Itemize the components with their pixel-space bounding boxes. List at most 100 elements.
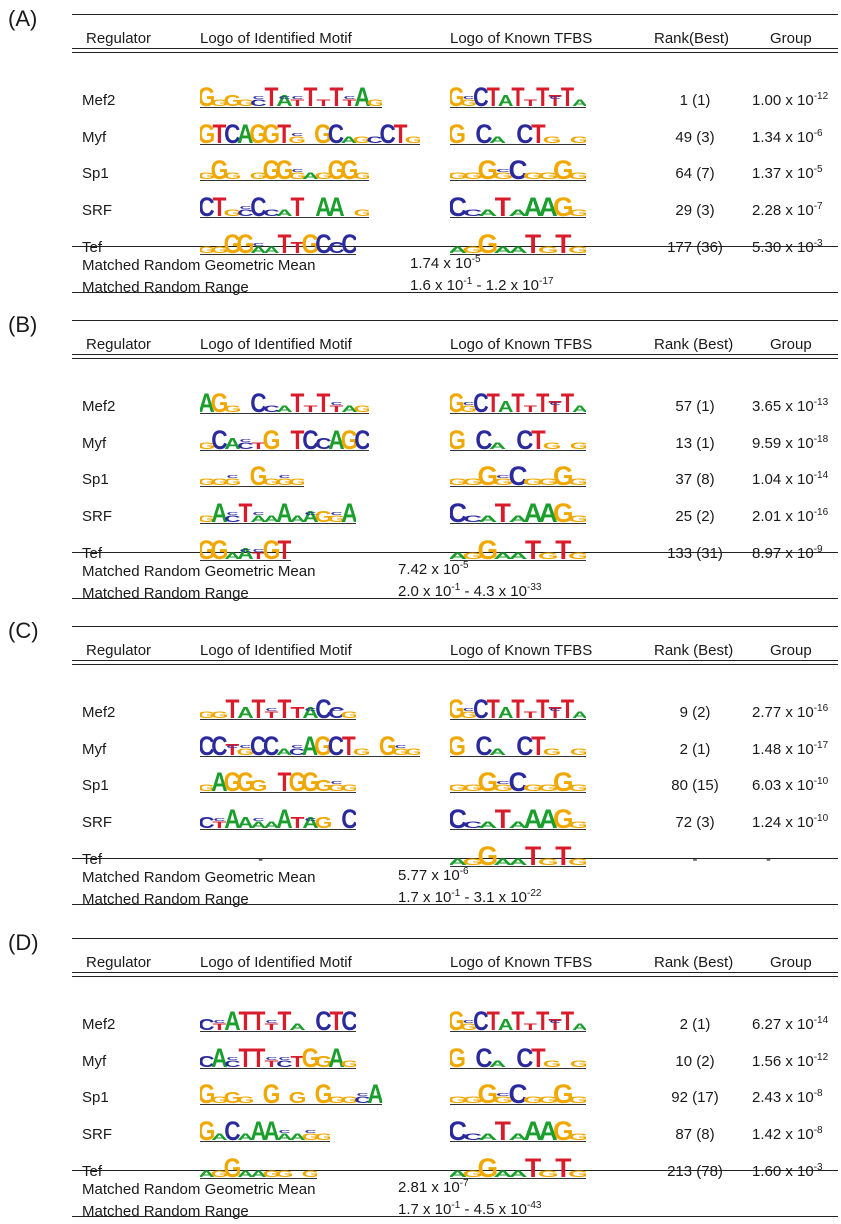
logo-letter: A <box>263 514 280 524</box>
logo-letter: T <box>511 389 524 414</box>
group-mantissa: 3.65 x 10 <box>752 398 814 415</box>
logo-letter: G <box>250 462 268 487</box>
group-exponent: -7 <box>813 201 823 212</box>
rank-value: 72 (3) <box>675 814 715 831</box>
rank-value: 13 (1) <box>675 435 715 452</box>
identified-motif-logo: CACCTTTCCCTGGAG <box>200 1039 356 1069</box>
logo-letter: G <box>262 120 280 145</box>
group-exponent: -10 <box>813 813 829 824</box>
logo-letter: G <box>462 245 483 255</box>
logo-letter: G <box>302 1132 320 1142</box>
logo-letter: G <box>224 93 242 108</box>
logo-letter: G <box>250 171 268 181</box>
body-rule <box>72 246 838 247</box>
logo-letter: C <box>344 95 356 100</box>
range-label: Matched Random Range <box>82 279 249 296</box>
logo-letter: C <box>473 695 489 720</box>
range-low-mantissa: 1.7 x 10 <box>398 889 452 906</box>
logo-letter: C <box>266 1056 278 1061</box>
logo-letter: C <box>250 389 267 414</box>
logo-letter: T <box>343 98 357 108</box>
header-regulator: Regulator <box>86 954 152 971</box>
logo-letter: G <box>568 1095 586 1105</box>
logo-letter: C <box>463 1132 482 1142</box>
logo-letter: A <box>263 245 280 255</box>
logo-letter: C <box>291 132 303 137</box>
logo-letter: G <box>276 477 294 487</box>
logo-letter: G <box>450 1044 466 1069</box>
logo-letter: G <box>462 1095 483 1105</box>
logo-letter: T <box>252 551 266 561</box>
logo-letter: C <box>253 242 265 247</box>
header-rule-double <box>72 664 838 665</box>
group-mantissa: 1.24 x 10 <box>752 814 814 831</box>
logo-letter: A <box>508 1132 527 1142</box>
bottom-rule <box>72 1216 838 1217</box>
logo-letter: T <box>291 98 305 108</box>
panel-a: (A) Regulator Logo of Identified Motif Logo… <box>0 0 841 300</box>
logo-letter: A <box>276 747 292 757</box>
logo-letter: C <box>291 744 303 749</box>
known-tfbs-svg: GGCCTATTTTCTA <box>450 1007 586 1032</box>
logo-letter: C <box>331 780 343 785</box>
logo-letter: G <box>211 1169 229 1179</box>
logo-letter: G <box>568 1169 586 1179</box>
known-tfbs-logo: GGGGCCGGGG <box>450 1075 586 1105</box>
logo-letter: G <box>200 171 215 181</box>
logo-letter: C <box>240 438 252 443</box>
logo-letter: A <box>276 499 293 524</box>
logo-letter: C <box>315 695 332 720</box>
logo-letter: C <box>305 707 317 712</box>
known-tfbs-svg: AGGAATGTG <box>450 841 586 867</box>
logo-letter: G <box>462 783 483 793</box>
regulator-name: Myf <box>82 129 107 146</box>
regulator-name: Mef2 <box>82 704 116 721</box>
logo-letter: T <box>525 535 541 561</box>
logo-letter: A <box>493 857 512 867</box>
logo-letter: T <box>225 741 239 757</box>
group-pvalue: 1.24 x 10-10 <box>752 813 829 832</box>
logo-letter: C <box>211 426 228 451</box>
logo-letter: C <box>341 230 356 255</box>
identified-motif-logo: GAGGGTGGGGCG <box>200 763 356 793</box>
geometric-mean-value: 7.42 x 10-5 <box>398 561 469 579</box>
known-tfbs-svg: CCATAAAGG <box>450 192 586 218</box>
logo-letter: C <box>508 155 527 181</box>
logo-letter: A <box>508 514 527 524</box>
logo-letter: C <box>508 461 527 487</box>
logo-letter: G <box>553 498 574 524</box>
logo-letter: C <box>240 205 252 210</box>
logo-letter: G <box>341 156 359 181</box>
rank-value: 57 (1) <box>675 398 715 415</box>
logo-letter: C <box>331 242 343 247</box>
logo-letter: A <box>498 1016 514 1032</box>
logo-letter: G <box>477 841 498 867</box>
logo-letter: A <box>508 208 527 218</box>
logo-letter: A <box>302 705 318 720</box>
logo-letter: C <box>263 732 280 757</box>
logo-letter: C <box>253 95 265 100</box>
known-tfbs-svg: GGGGCCGGGG <box>450 767 586 793</box>
logo-letter: G <box>477 1153 498 1179</box>
group-pvalue: 1.48 x 10-17 <box>752 741 828 759</box>
identified-motif-logo: GGAACTCGT <box>200 531 291 561</box>
logo-letter: C <box>516 732 533 757</box>
logo-letter: A <box>289 514 306 524</box>
logo-letter: C <box>450 498 467 524</box>
identified-motif-svg: CACCTTTCCCTGGAG <box>200 1044 356 1069</box>
known-tfbs-logo: GCACTGG <box>450 421 586 451</box>
header-rule <box>72 354 838 355</box>
logo-letter: A <box>315 193 332 218</box>
known-tfbs-logo: GGGGCCGGGG <box>450 763 586 793</box>
mean-mantissa: 5.77 x 10 <box>398 867 460 884</box>
identified-motif-svg: GGGGGGGGGCCA <box>200 1080 382 1105</box>
logo-letter: A <box>211 1044 228 1069</box>
panel-b: (B) Regulator Logo of Identified Motif Logo… <box>0 306 841 606</box>
logo-letter: T <box>555 535 571 561</box>
range-label: Matched Random Range <box>82 891 249 908</box>
range-low-mantissa: 1.6 x 10 <box>410 277 464 294</box>
logo-letter: G <box>538 171 559 181</box>
geometric-mean-value: 1.74 x 10-5 <box>410 255 481 273</box>
logo-letter: G <box>341 710 356 720</box>
logo-letter: A <box>289 1132 306 1142</box>
